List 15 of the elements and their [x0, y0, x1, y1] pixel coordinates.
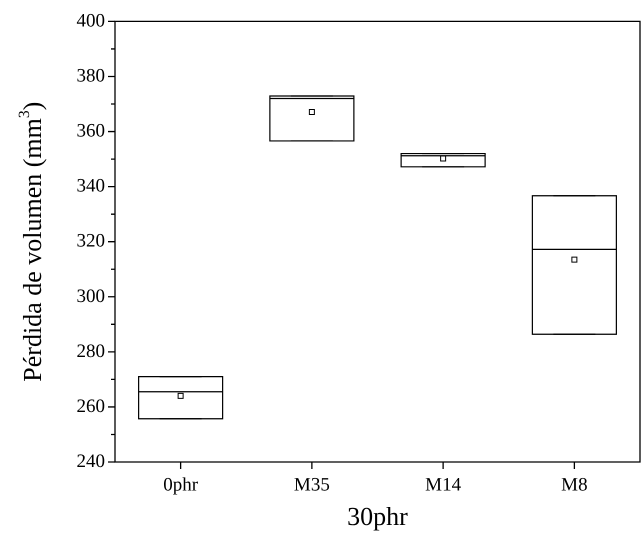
y-tick-label: 360 [76, 120, 105, 142]
y-tick-label: 300 [76, 286, 105, 307]
x-tick-label: M8 [561, 474, 588, 496]
y-tick-label: 380 [76, 65, 105, 86]
y-tick-label: 320 [76, 230, 105, 252]
y-tick-label: 340 [76, 176, 105, 197]
y-tick-label: 280 [76, 340, 105, 362]
x-tick-label: M14 [425, 474, 462, 496]
y-tick-label: 400 [76, 10, 105, 32]
y-axis-title: Pérdida de volumen (mm3) [16, 102, 47, 382]
x-tick-label: M35 [294, 474, 330, 496]
y-tick-label: 240 [76, 450, 105, 472]
x-axis-title: 30phr [347, 502, 408, 531]
y-tick-label: 260 [76, 396, 105, 417]
x-tick-label: 0phr [163, 474, 199, 496]
